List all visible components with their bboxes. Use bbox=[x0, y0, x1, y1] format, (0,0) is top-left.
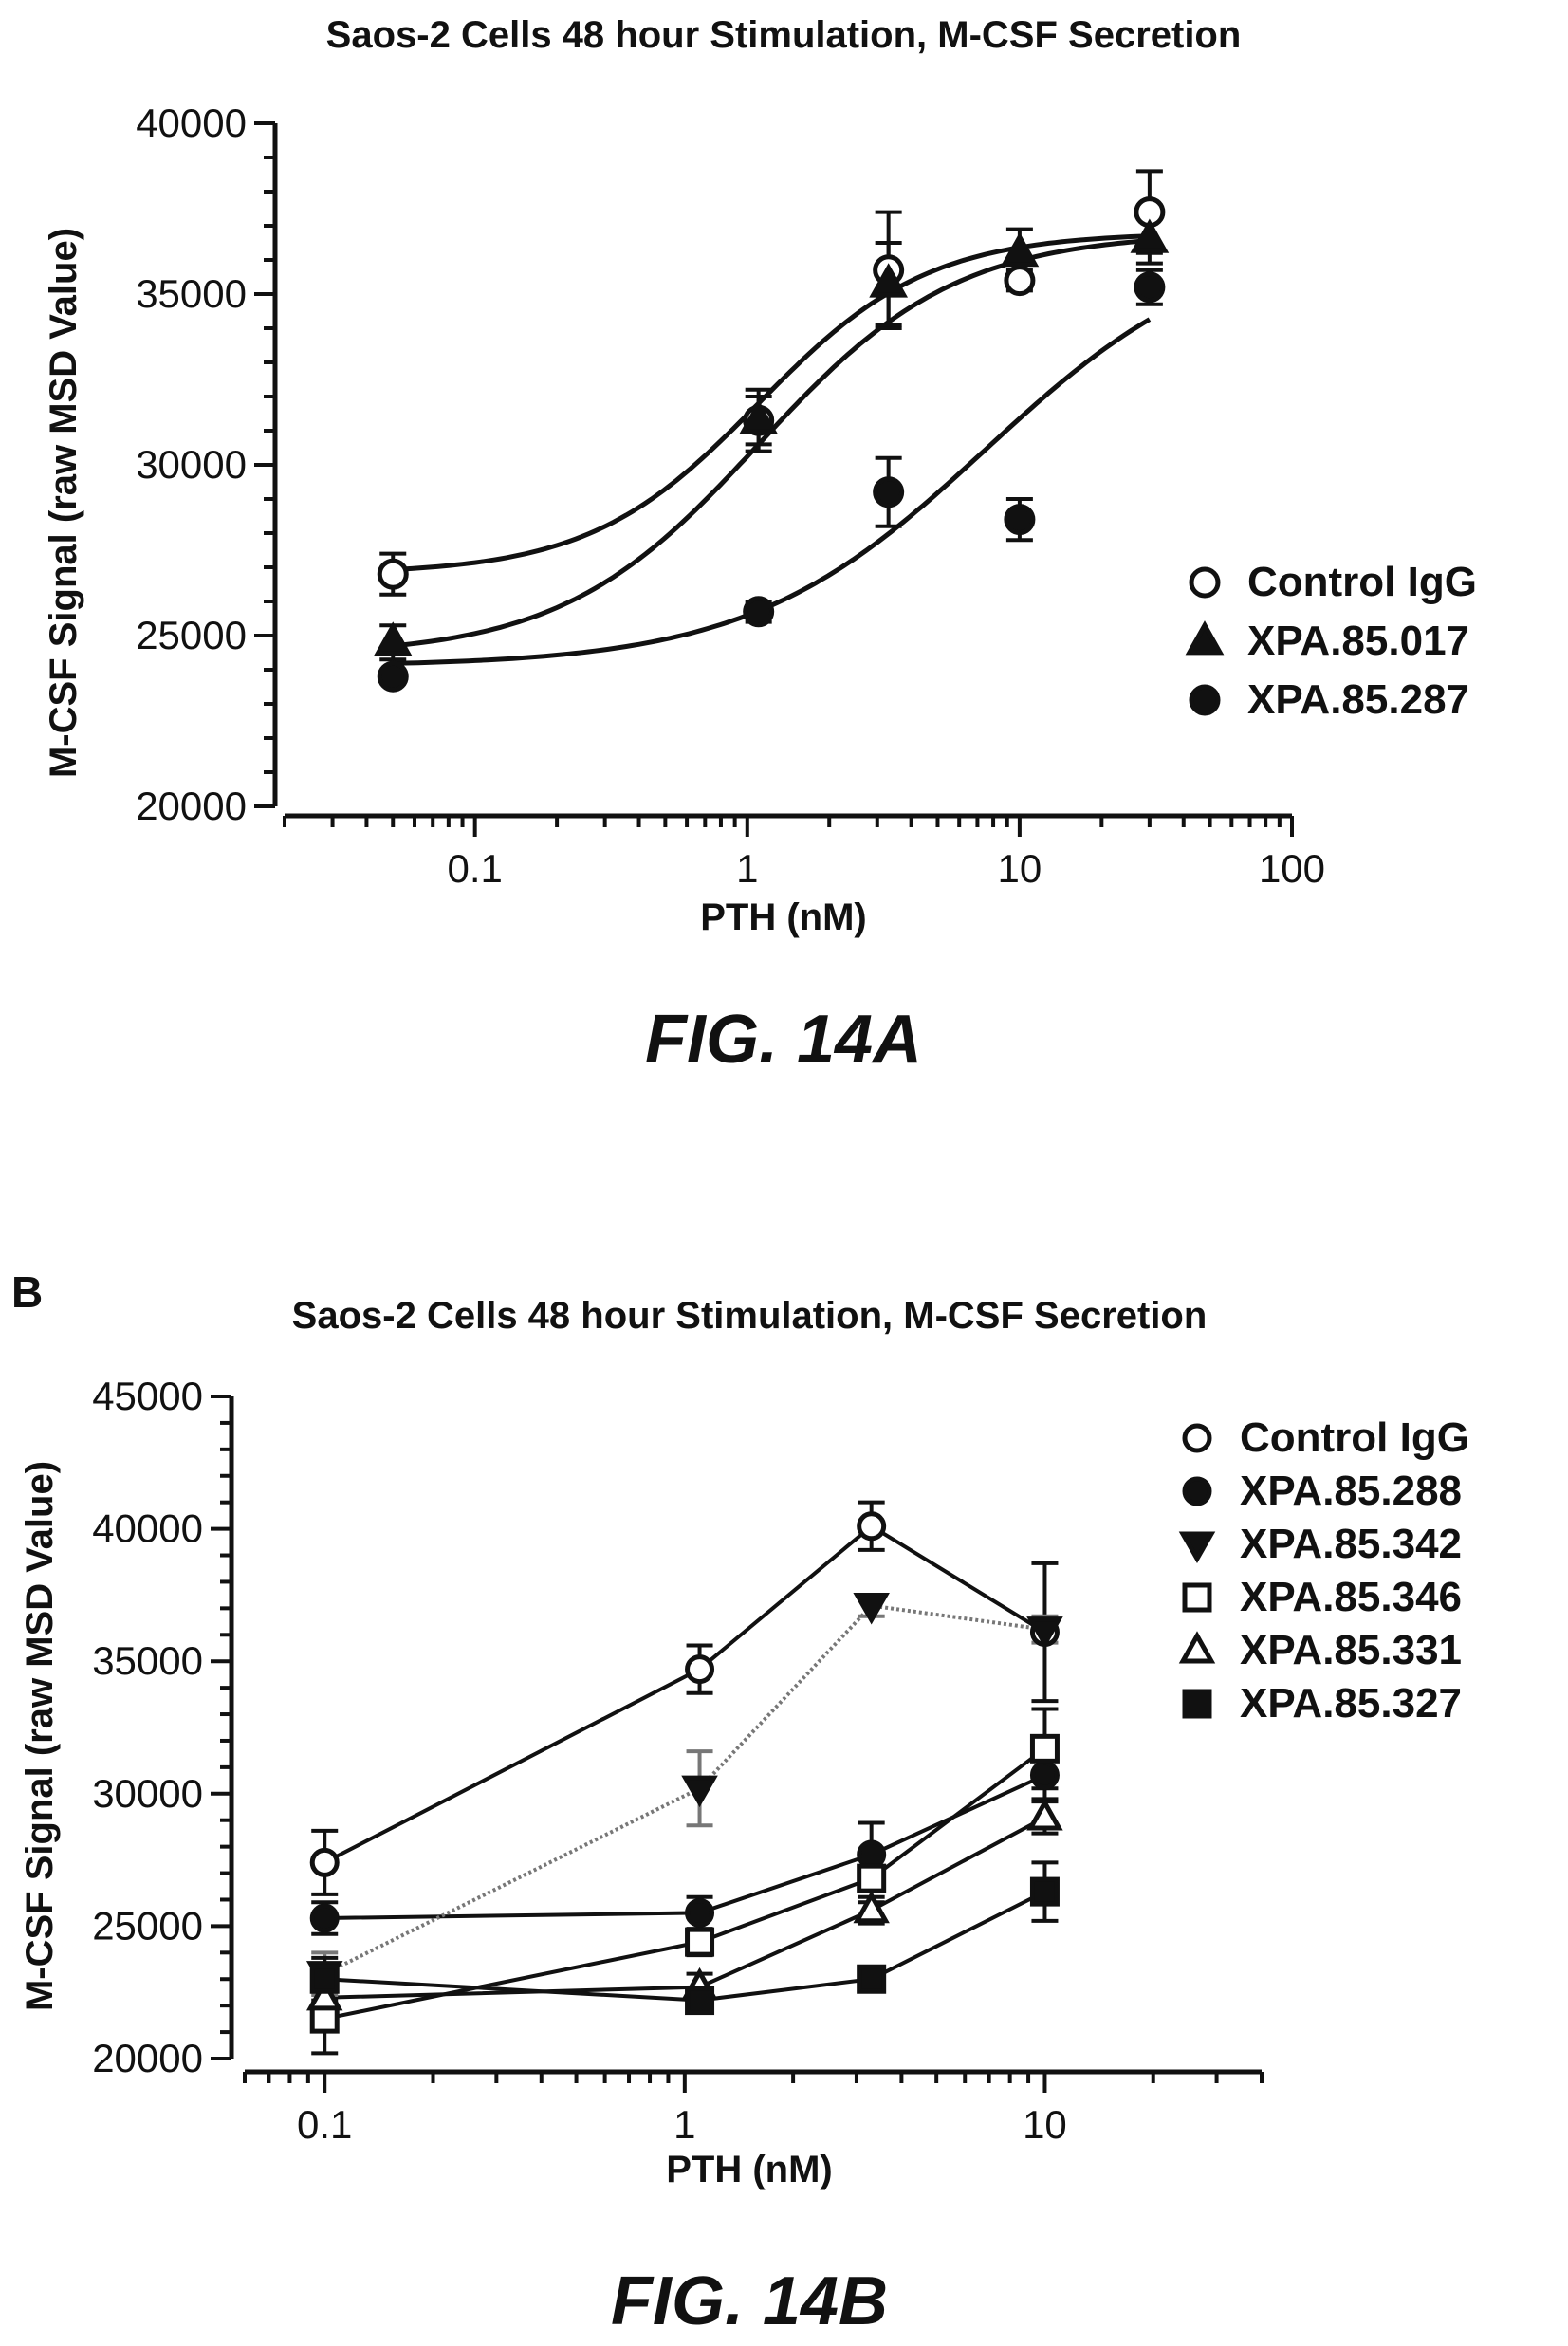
chart-b-x-axis-label: PTH (nM) bbox=[666, 2149, 833, 2190]
chart-b-point-xpa-85-327 bbox=[857, 1964, 887, 1994]
chart-a-legend-label-control-igg: Control IgG bbox=[1247, 559, 1477, 605]
chart-b-legend-label-xpa-85-327: XPA.85.327 bbox=[1240, 1680, 1462, 1727]
chart-b-point-xpa-85-342 bbox=[1026, 1616, 1063, 1649]
chart-a-y-tick-label: 30000 bbox=[136, 442, 247, 487]
chart-a-x-tick-label: 10 bbox=[998, 846, 1042, 891]
chart-b-caption: FIG. 14B bbox=[611, 2263, 888, 2339]
chart-b-series-line-xpa-85-288 bbox=[324, 1773, 1046, 1920]
chart-b-point-xpa-85-342 bbox=[853, 1593, 890, 1625]
chart-a-point-control-igg bbox=[1004, 265, 1036, 297]
chart-b-point-xpa-85-342 bbox=[681, 1775, 718, 1808]
chart-b-y-tick-label: 20000 bbox=[92, 2036, 203, 2080]
chart-b-legend-label-xpa-85-288: XPA.85.288 bbox=[1240, 1468, 1462, 1514]
chart-b-point-control-igg bbox=[309, 1847, 340, 1877]
chart-a-legend-label-xpa-85-287: XPA.85.287 bbox=[1247, 676, 1469, 723]
chart-a-point-xpa-85-287 bbox=[743, 596, 775, 628]
chart-a-point-xpa-85-017 bbox=[1130, 218, 1170, 253]
chart-a-point-control-igg bbox=[377, 558, 409, 590]
chart-a-legend: Control IgG XPA.85.017 XPA.85.287 bbox=[1185, 559, 1477, 723]
chart-b-points bbox=[305, 1511, 1063, 2034]
chart-b-y-tick-label: 45000 bbox=[92, 1374, 203, 1418]
chart-b-point-xpa-85-288 bbox=[309, 1903, 340, 1933]
chart-b-point-xpa-85-288 bbox=[857, 1839, 887, 1870]
chart-b-legend-label-control-igg: Control IgG bbox=[1240, 1414, 1469, 1461]
chart-a-legend-marker-xpa-85-017 bbox=[1185, 620, 1225, 656]
chart-b-point-control-igg bbox=[857, 1511, 887, 1542]
chart-a-y-tick-label: 35000 bbox=[136, 271, 247, 316]
chart-a-point-xpa-85-017 bbox=[869, 263, 909, 298]
chart-b-x-tick-label: 0.1 bbox=[297, 2102, 352, 2147]
chart-b-point-xpa-85-288 bbox=[1029, 1760, 1060, 1790]
chart-a-point-xpa-85-287 bbox=[377, 660, 409, 693]
chart-a-points bbox=[373, 196, 1170, 693]
chart-b-series-lines bbox=[323, 1524, 1046, 2022]
chart-a: Saos-2 Cells 48 hour Stimulation, M-CSF … bbox=[43, 14, 1477, 1078]
chart-a-title: Saos-2 Cells 48 hour Stimulation, M-CSF … bbox=[326, 14, 1242, 56]
chart-a-y-tick-label: 25000 bbox=[136, 613, 247, 657]
chart-b-point-xpa-85-327 bbox=[309, 1964, 340, 1994]
chart-b-series-line-xpa-85-346 bbox=[323, 1746, 1046, 2022]
chart-b-legend-marker-xpa-85-331 bbox=[1178, 1631, 1216, 1664]
chart-a-x-axis-label: PTH (nM) bbox=[700, 896, 867, 938]
chart-b-point-xpa-85-331 bbox=[853, 1890, 890, 1924]
chart-b-title: Saos-2 Cells 48 hour Stimulation, M-CSF … bbox=[292, 1295, 1208, 1337]
chart-b-series-line-control-igg bbox=[323, 1524, 1046, 1865]
chart-b-legend-marker-xpa-85-346 bbox=[1182, 1582, 1212, 1613]
chart-b-point-xpa-85-288 bbox=[685, 1897, 715, 1928]
chart-b-point-xpa-85-346 bbox=[685, 1927, 715, 1957]
chart-b-legend-marker-control-igg bbox=[1182, 1423, 1212, 1453]
chart-b-series-line-xpa-85-342 bbox=[323, 1603, 1045, 1976]
chart-b-series-line-xpa-85-327 bbox=[324, 1890, 1046, 2003]
chart-a-point-xpa-85-287 bbox=[1004, 504, 1036, 536]
chart-a-legend-marker-control-igg bbox=[1189, 566, 1221, 599]
chart-b-axes: 0.1 1 10 20000 25000 30000 35000 40000 45000 bbox=[92, 1374, 1264, 2147]
chart-b-legend-label-xpa-85-342: XPA.85.342 bbox=[1240, 1521, 1462, 1567]
chart-a-y-tick-label: 40000 bbox=[136, 101, 247, 145]
chart-b-legend-marker-xpa-85-342 bbox=[1178, 1531, 1216, 1563]
chart-b-y-tick-label: 25000 bbox=[92, 1903, 203, 1948]
chart-a-y-tick-label: 20000 bbox=[136, 784, 247, 828]
chart-b-point-control-igg bbox=[685, 1654, 715, 1685]
chart-a-caption: FIG. 14A bbox=[645, 1002, 922, 1078]
chart-b: B Saos-2 Cells 48 hour Stimulation, M-CS… bbox=[11, 1267, 1469, 2339]
chart-b-point-xpa-85-327 bbox=[685, 1986, 715, 2016]
chart-b-point-xpa-85-327 bbox=[1029, 1876, 1060, 1907]
chart-b-point-xpa-85-346 bbox=[1029, 1733, 1060, 1764]
chart-b-legend-marker-xpa-85-288 bbox=[1182, 1476, 1212, 1506]
chart-b-legend: Control IgG XPA.85.288 XPA.85.342 XPA.85.34… bbox=[1178, 1414, 1469, 1727]
chart-b-point-xpa-85-346 bbox=[309, 2004, 340, 2034]
chart-a-axes: 0.1 1 10 100 20000 25000 30000 35000 40000 bbox=[136, 101, 1325, 891]
chart-b-point-xpa-85-331 bbox=[1026, 1798, 1063, 1831]
chart-b-panel-label: B bbox=[11, 1267, 43, 1317]
chart-a-legend-label-xpa-85-017: XPA.85.017 bbox=[1247, 618, 1469, 664]
chart-b-point-xpa-85-346 bbox=[857, 1863, 887, 1893]
chart-a-y-axis-label: M-CSF Signal (raw MSD Value) bbox=[43, 228, 84, 778]
chart-b-y-tick-label: 35000 bbox=[92, 1638, 203, 1683]
chart-a-point-xpa-85-017 bbox=[373, 621, 413, 656]
chart-b-point-xpa-85-331 bbox=[305, 1978, 343, 2011]
chart-b-series-line-xpa-85-331 bbox=[324, 1816, 1046, 2000]
chart-a-point-xpa-85-017 bbox=[1000, 231, 1040, 268]
chart-a-point-xpa-85-017 bbox=[739, 399, 779, 434]
chart-b-y-tick-label: 30000 bbox=[92, 1771, 203, 1816]
chart-b-x-tick-label: 1 bbox=[673, 2102, 695, 2147]
chart-a-point-xpa-85-287 bbox=[1134, 271, 1166, 304]
chart-b-legend-label-xpa-85-331: XPA.85.331 bbox=[1240, 1627, 1462, 1673]
chart-a-legend-marker-xpa-85-287 bbox=[1189, 684, 1221, 716]
chart-a-point-xpa-85-287 bbox=[873, 476, 905, 508]
chart-b-x-tick-label: 10 bbox=[1023, 2102, 1067, 2147]
chart-a-x-tick-label: 1 bbox=[736, 846, 758, 891]
chart-a-x-tick-label: 100 bbox=[1259, 846, 1325, 891]
chart-b-y-axis-label: M-CSF Signal (raw MSD Value) bbox=[19, 1461, 61, 2011]
chart-a-x-tick-label: 0.1 bbox=[447, 846, 502, 891]
chart-b-legend-label-xpa-85-346: XPA.85.346 bbox=[1240, 1574, 1462, 1620]
chart-b-legend-marker-xpa-85-327 bbox=[1182, 1689, 1212, 1719]
chart-b-y-tick-label: 40000 bbox=[92, 1506, 203, 1551]
